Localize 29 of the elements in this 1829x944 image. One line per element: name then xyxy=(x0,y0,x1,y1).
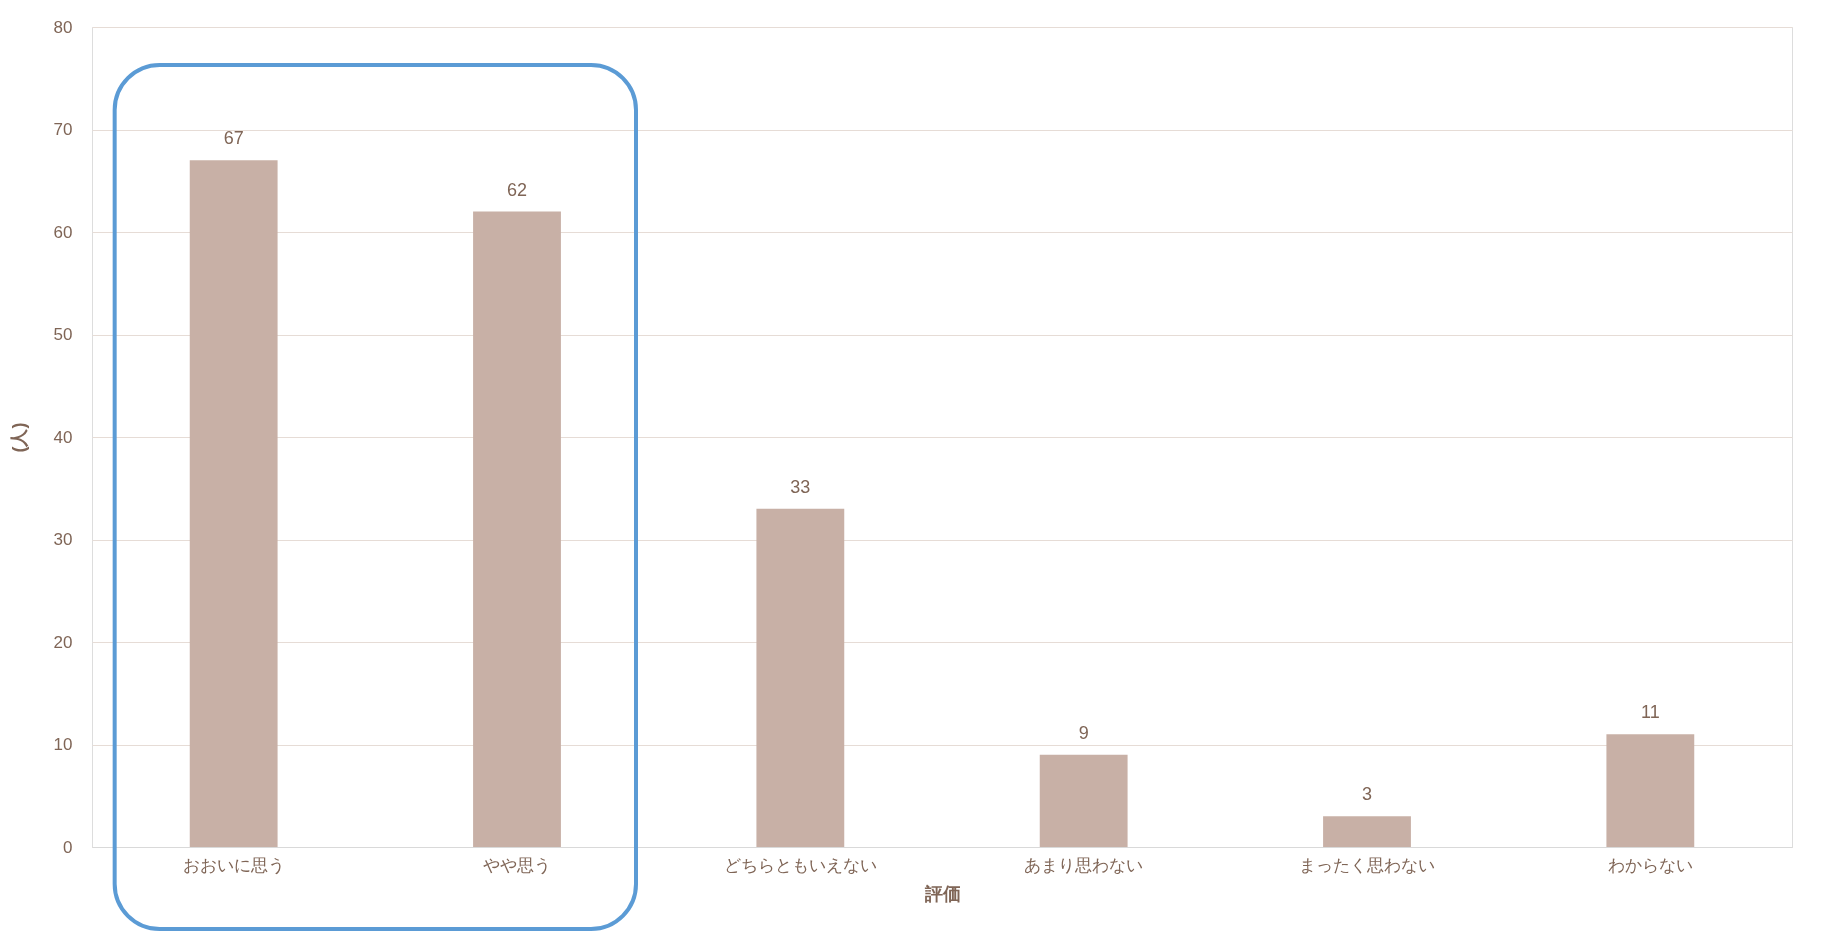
bar xyxy=(189,160,278,847)
data-label: 9 xyxy=(1078,722,1089,743)
data-label: 11 xyxy=(1640,702,1660,723)
y-tick-label: 20 xyxy=(53,632,73,652)
x-tick-label: わからない xyxy=(1607,855,1693,875)
y-axis-title: (人) xyxy=(8,422,29,453)
data-label: 62 xyxy=(506,179,528,200)
y-tick-label: 50 xyxy=(53,325,73,344)
y-tick-label: 70 xyxy=(53,120,73,139)
bar xyxy=(1039,754,1128,847)
y-tick-label: 80 xyxy=(53,17,73,37)
y-tick-label: 40 xyxy=(53,427,73,447)
y-tick-label: 60 xyxy=(53,222,73,242)
x-tick-label: どちらともいえない xyxy=(723,855,877,875)
y-tick-label: 0 xyxy=(63,837,73,857)
x-tick-label: やや思う xyxy=(483,855,551,875)
y-tick-label: 30 xyxy=(53,530,73,549)
bar xyxy=(473,211,561,847)
x-tick-label: おおいに思う xyxy=(182,855,285,875)
data-label: 3 xyxy=(1361,784,1373,805)
data-label: 33 xyxy=(790,476,811,497)
data-label: 67 xyxy=(223,128,244,149)
x-axis-title: 評価 xyxy=(923,883,961,904)
y-tick-label: 10 xyxy=(53,735,73,754)
bar xyxy=(756,508,845,847)
bar xyxy=(1323,816,1411,847)
bar xyxy=(1606,734,1695,847)
x-tick-label: まったく思わない xyxy=(1299,855,1435,875)
x-tick-label: あまり思わない xyxy=(1024,855,1144,875)
